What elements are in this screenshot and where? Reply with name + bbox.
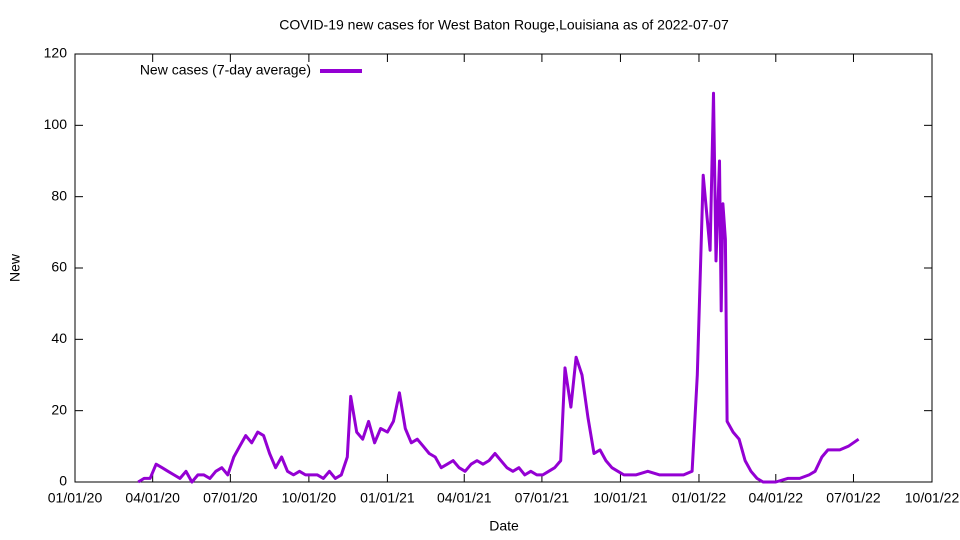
x-tick-label: 04/01/22 [749, 490, 804, 506]
y-tick-label: 120 [44, 45, 68, 61]
y-tick-label: 0 [59, 473, 67, 489]
x-axis-label: Date [489, 518, 519, 534]
y-tick-label: 80 [51, 187, 67, 203]
plot-frame [74, 53, 933, 483]
x-tick-label: 04/01/20 [125, 490, 180, 506]
y-tick-label: 60 [51, 259, 67, 275]
x-tick-label: 04/01/21 [437, 490, 492, 506]
y-axis-label: New [7, 253, 23, 282]
x-tick-label: 01/01/22 [672, 490, 727, 506]
x-tick-label: 01/01/21 [360, 490, 415, 506]
chart-title: COVID-19 new cases for West Baton Rouge,… [279, 17, 729, 33]
x-tick-label: 10/01/20 [282, 490, 337, 506]
data-line [137, 91, 860, 484]
y-tick-label: 40 [51, 330, 67, 346]
x-tick-label: 01/01/20 [48, 490, 103, 506]
y-tick-label: 100 [44, 116, 68, 132]
x-tick-label: 10/01/21 [593, 490, 648, 506]
x-tick-label: 07/01/21 [515, 490, 570, 506]
x-tick-label: 07/01/20 [203, 490, 258, 506]
x-tick-label: 07/01/22 [826, 490, 881, 506]
y-tick-label: 20 [51, 401, 67, 417]
x-tick-label: 10/01/22 [905, 490, 960, 506]
legend-label: New cases (7-day average) [140, 62, 311, 78]
